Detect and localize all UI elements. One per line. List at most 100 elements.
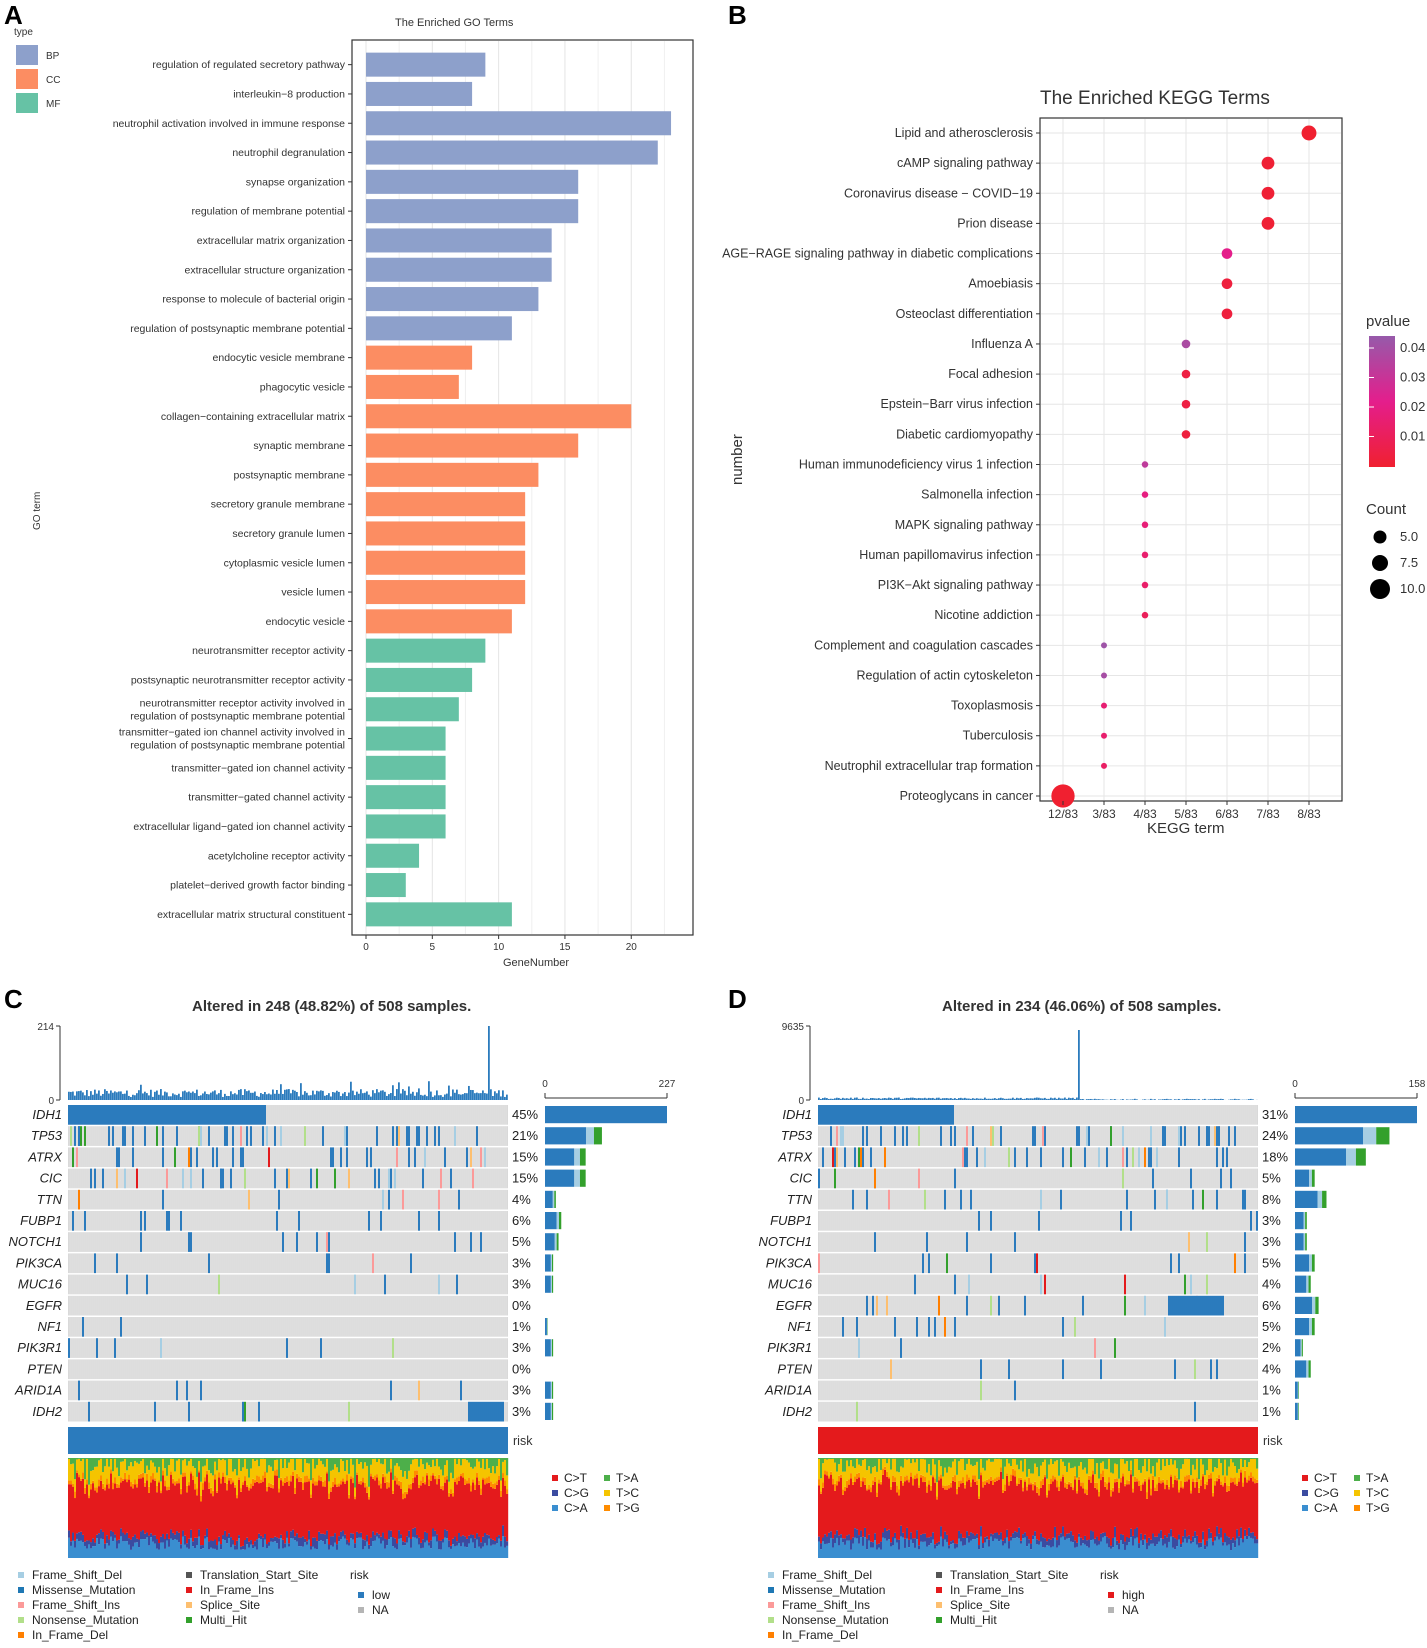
titv-bar-seg bbox=[240, 1491, 243, 1547]
titv-bar-seg bbox=[218, 1536, 221, 1542]
tmb-bar bbox=[204, 1091, 206, 1100]
oncoplot-mutation-cell bbox=[450, 1168, 452, 1189]
oncoplot-mutation-cell bbox=[440, 1168, 442, 1189]
oncoplot-mutation-cell bbox=[332, 1147, 334, 1168]
go-bar bbox=[366, 609, 512, 634]
titv-bar-seg bbox=[258, 1458, 261, 1467]
oncoplot-gene-label: NOTCH1 bbox=[9, 1234, 62, 1249]
panel-letter-b: B bbox=[728, 0, 747, 30]
kegg-point bbox=[1101, 732, 1107, 739]
titv-bar-seg bbox=[216, 1549, 219, 1558]
oncoplot-pct-label: 3% bbox=[512, 1340, 531, 1355]
go-term-label: endocytic vesicle membrane bbox=[213, 352, 346, 364]
oncoplot-pct-label: 15% bbox=[512, 1171, 538, 1186]
oncoplot-mutation-cell bbox=[466, 1147, 468, 1168]
titv-bar-seg bbox=[236, 1498, 239, 1541]
oncoplot-mutation-cell bbox=[186, 1105, 188, 1125]
titv-bar-seg bbox=[266, 1486, 269, 1492]
oncoplot-mutation-cell bbox=[82, 1105, 84, 1125]
oncoplot-mutation-cell bbox=[154, 1401, 156, 1422]
titv-bar-seg bbox=[188, 1482, 191, 1486]
titv-bar-seg bbox=[108, 1483, 111, 1489]
titv-bar-seg bbox=[158, 1458, 161, 1467]
titv-bar-seg bbox=[288, 1485, 291, 1544]
titv-bar-seg bbox=[318, 1458, 321, 1459]
titv-bar-seg bbox=[280, 1458, 283, 1478]
titv-bar-seg bbox=[318, 1541, 321, 1558]
tmb-bar bbox=[392, 1085, 394, 1100]
titv-bar-seg bbox=[234, 1458, 237, 1470]
titv-bar-seg bbox=[338, 1483, 341, 1487]
titv-bar-seg bbox=[324, 1544, 327, 1558]
oncoplot-mutation-cell bbox=[116, 1168, 118, 1189]
titv-bar-seg bbox=[198, 1529, 201, 1537]
oncoplot-mutation-cell bbox=[188, 1105, 190, 1125]
tmb-bar bbox=[274, 1093, 276, 1100]
titv-bar-seg bbox=[266, 1458, 269, 1473]
oncoplot-mutation-cell bbox=[408, 1126, 410, 1146]
tmb-bar bbox=[388, 1094, 390, 1100]
oncoplot-mutation-cell bbox=[426, 1126, 428, 1146]
tmb-bar bbox=[152, 1096, 154, 1100]
tmb-bar bbox=[132, 1094, 134, 1100]
oncoplot-mutation-cell bbox=[262, 1126, 264, 1146]
kegg-point bbox=[1301, 125, 1317, 141]
tmb-bar bbox=[74, 1095, 76, 1100]
titv-bar-seg bbox=[200, 1458, 203, 1482]
titv-bar-seg bbox=[248, 1487, 251, 1491]
oncoplot-mutation-cell bbox=[474, 1401, 476, 1422]
oncoplot-mutation-cell bbox=[322, 1126, 324, 1146]
tmb-bar bbox=[416, 1092, 418, 1100]
oncoplot-mutation-cell bbox=[438, 1211, 440, 1231]
titv-bar-seg bbox=[84, 1479, 87, 1488]
oncoplot-gene-label: ATRX bbox=[27, 1149, 63, 1164]
titv-bar-seg bbox=[130, 1482, 133, 1487]
titv-bar-seg bbox=[306, 1541, 309, 1545]
oncoplot-mutation-cell bbox=[472, 1401, 474, 1422]
titv-bar-seg bbox=[272, 1541, 275, 1558]
kegg-x-tick-label: 4/83 bbox=[1133, 807, 1157, 821]
oncoplot-mutation-cell bbox=[158, 1105, 160, 1125]
titv-bar-seg bbox=[84, 1493, 87, 1542]
titv-bar-seg bbox=[250, 1544, 253, 1558]
oncoplot-mutation-cell bbox=[166, 1211, 168, 1231]
titv-bar-seg bbox=[76, 1459, 79, 1471]
tmb-bar bbox=[334, 1092, 336, 1100]
tmb-bar bbox=[234, 1093, 236, 1100]
titv-bar-seg bbox=[94, 1487, 97, 1491]
titv-bar-seg bbox=[268, 1486, 271, 1543]
oncoplot-mutation-cell bbox=[274, 1126, 276, 1146]
kegg-dot-plot: The Enriched KEGG Terms KEGG term number… bbox=[722, 88, 1425, 837]
titv-bar-seg bbox=[316, 1540, 319, 1550]
tmb-bar bbox=[354, 1095, 356, 1100]
titv-bar-seg bbox=[256, 1549, 259, 1558]
tmb-bar bbox=[164, 1091, 166, 1100]
titv-bar-seg bbox=[340, 1531, 343, 1540]
oncoplot-mutation-cell bbox=[132, 1105, 134, 1125]
kegg-pvalue-tick-label: 0.03 bbox=[1400, 370, 1425, 385]
oncoplot-sidebar-seg bbox=[545, 1275, 551, 1293]
titv-bar-seg bbox=[100, 1538, 103, 1558]
kegg-size-legend-label: 10.0 bbox=[1400, 581, 1425, 596]
titv-bar-seg bbox=[242, 1482, 245, 1486]
titv-bar-seg bbox=[288, 1546, 291, 1558]
oncoplot-mutation-cell bbox=[438, 1189, 440, 1210]
oncoplot-mutation-cell bbox=[242, 1401, 244, 1422]
titv-bar-seg bbox=[280, 1458, 283, 1459]
titv-bar-seg bbox=[172, 1532, 175, 1541]
titv-bar-seg bbox=[142, 1530, 145, 1540]
titv-bar-seg bbox=[168, 1538, 171, 1547]
tmb-bar bbox=[464, 1093, 466, 1100]
titv-bar-seg bbox=[328, 1481, 331, 1494]
oncoplot-mutation-cell bbox=[150, 1105, 152, 1125]
titv-bar-seg bbox=[100, 1480, 103, 1530]
titv-bar-seg bbox=[180, 1548, 183, 1558]
kegg-y-axis-label: number bbox=[729, 434, 746, 485]
titv-bar-seg bbox=[234, 1469, 237, 1485]
oncoplot-mutation-cell bbox=[190, 1147, 192, 1168]
titv-bar-seg bbox=[278, 1477, 281, 1489]
titv-bar-seg bbox=[270, 1466, 273, 1484]
oncoplot-mutation-cell bbox=[244, 1105, 246, 1125]
oncoplot-mutation-cell bbox=[212, 1147, 214, 1168]
titv-bar-seg bbox=[118, 1487, 121, 1540]
